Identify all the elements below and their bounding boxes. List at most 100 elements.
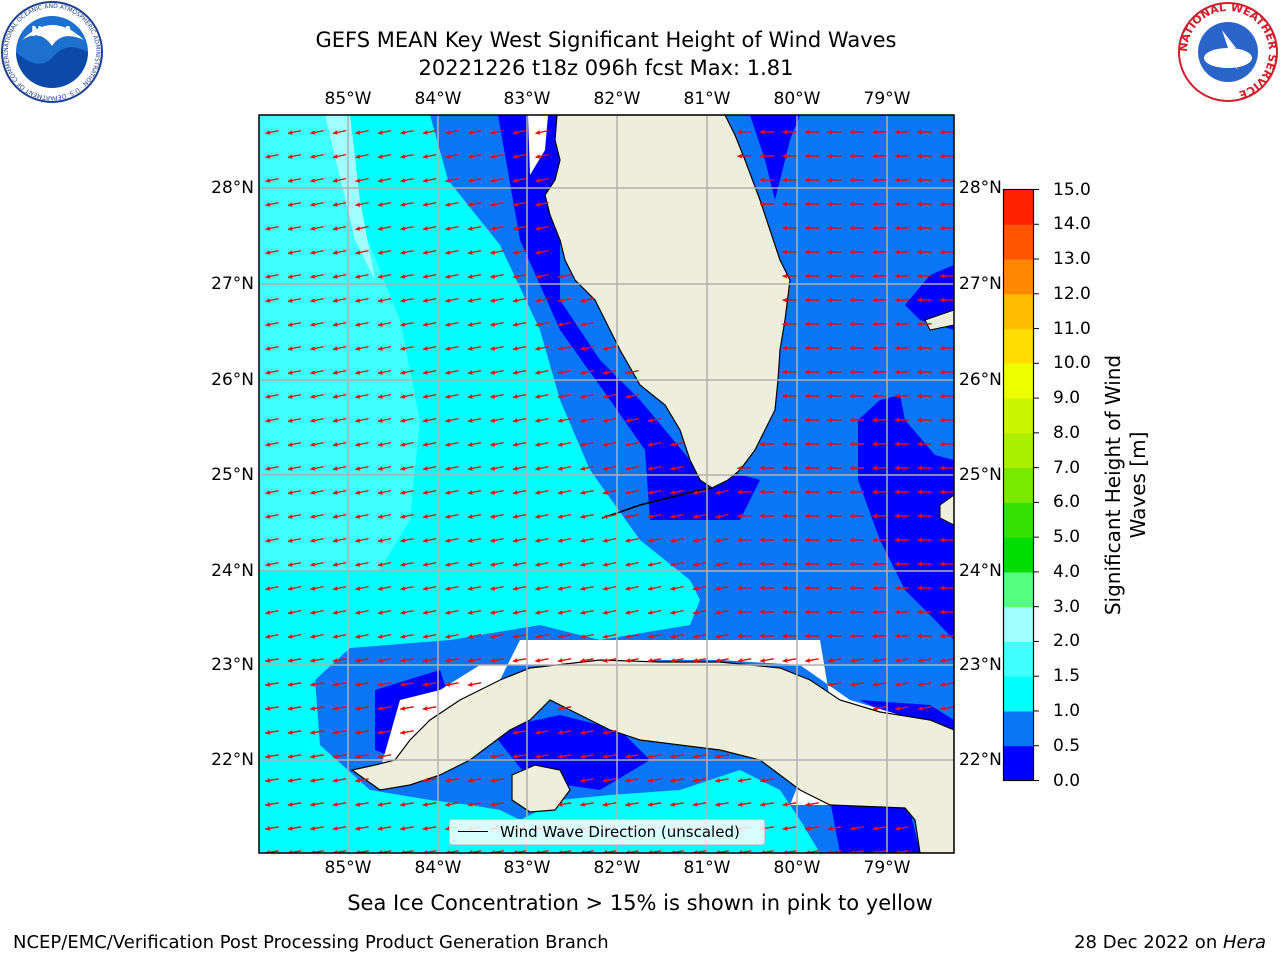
wind-arrow-head (805, 537, 810, 543)
wind-arrow-head (512, 586, 518, 591)
wind-arrow-head (895, 633, 900, 639)
wind-arrow-head (580, 610, 586, 615)
wind-arrow-head (760, 658, 766, 663)
wind-arrow-head (602, 490, 608, 495)
wind-arrow-head (917, 585, 922, 591)
wind-arrow-head (535, 634, 541, 639)
wind-arrow-head (715, 538, 721, 543)
wind-arrow-head (917, 153, 922, 159)
wind-arrow-head (940, 441, 945, 447)
wind-arrow-head (895, 706, 901, 711)
wind-arrow-head (737, 561, 742, 567)
wind-arrow-head (715, 634, 721, 639)
wind-arrow-head (355, 658, 361, 663)
wind-arrow-head (827, 129, 832, 135)
wind-arrow-head (782, 249, 787, 255)
wind-arrow-head (602, 466, 608, 471)
wind-arrow-head (355, 778, 361, 783)
wind-arrow-head (670, 778, 676, 783)
wind-arrow-head (535, 178, 541, 183)
wind-arrow-head (872, 417, 877, 423)
wind-arrow-head (872, 345, 877, 351)
wind-arrow-head (670, 658, 676, 663)
wind-arrow-head (355, 442, 361, 447)
wind-arrow-head (557, 754, 563, 759)
wind-arrow-head (782, 297, 787, 303)
wind-arrow-head (760, 778, 766, 783)
wind-arrow-head (512, 730, 518, 735)
wind-arrow-head (467, 274, 473, 279)
wind-arrow-head (422, 322, 428, 327)
wind-arrow-head (670, 514, 676, 519)
lat-label-right: 26°N (959, 370, 1002, 390)
wind-arrow-head (400, 610, 406, 615)
wind-arrow-head (310, 274, 316, 279)
wind-arrow-head (827, 201, 832, 207)
wind-arrow-head (265, 418, 271, 423)
coast-florida-keys (601, 487, 713, 519)
wind-arrow-head (872, 633, 877, 639)
wind-arrow-head (805, 345, 810, 351)
wind-arrow-head (535, 754, 541, 759)
wind-arrow-head (602, 370, 608, 375)
wind-arrow-head (805, 561, 810, 567)
wind-arrow-head (332, 154, 338, 159)
wind-arrow-head (490, 586, 496, 591)
colorbar-band (1003, 467, 1034, 503)
footer-host: Hera (1222, 932, 1266, 953)
wind-arrow-head (422, 538, 428, 543)
wind-arrow-head (625, 562, 631, 567)
wind-arrow-head (580, 466, 586, 471)
wind-arrow-head (782, 465, 787, 471)
wind-arrow-head (827, 273, 832, 279)
wind-arrow-head (287, 202, 293, 207)
wind-arrow-head (827, 585, 832, 591)
wind-arrow-head (377, 586, 383, 591)
wind-arrow-head (827, 417, 832, 423)
wind-arrow-head (895, 177, 900, 183)
wind-arrow-head (872, 153, 877, 159)
wind-arrow-head (715, 490, 721, 495)
colorbar-band (1003, 641, 1034, 677)
colorbar-band (1003, 606, 1034, 642)
legend-label: Wind Wave Direction (unscaled) (500, 823, 740, 841)
wind-arrow-head (445, 778, 451, 783)
wind-arrow-head (940, 609, 945, 615)
wind-arrows (265, 129, 954, 853)
wind-arrow-head (265, 538, 271, 543)
wind-arrow-head (512, 634, 518, 639)
wind-arrow-head (535, 586, 541, 591)
wind-arrow-head (445, 178, 451, 183)
wind-arrow-head (580, 346, 586, 351)
wind-arrow-head (805, 417, 810, 423)
wind-arrow-head (602, 634, 608, 639)
lat-label-left: 26°N (211, 370, 254, 390)
wind-arrow-head (265, 610, 271, 615)
wind-arrow-head (377, 562, 383, 567)
wind-arrow-head (895, 393, 900, 399)
wind-arrow-head (647, 778, 653, 783)
wind-arrow-head (940, 682, 946, 687)
wind-arrow-head (557, 538, 563, 543)
wind-arrow-head (287, 250, 293, 255)
wind-arrow-head (535, 490, 541, 495)
wind-arrow-head (535, 394, 541, 399)
wind-arrow-head (647, 418, 653, 423)
wind-arrow-head (467, 586, 473, 591)
wind-arrow-head (377, 658, 383, 663)
wind-arrow-head (850, 609, 855, 615)
wind-arrow-head (692, 514, 698, 519)
wind-arrow-head (827, 441, 832, 447)
wind-arrow-head (557, 490, 563, 495)
wind-arrow-head (827, 177, 832, 183)
wind-arrow-head (805, 585, 810, 591)
wind-arrow-head (445, 514, 451, 519)
lon-label-top: 85°W (324, 89, 372, 109)
wind-arrow-head (625, 610, 631, 615)
wind-arrow-head (512, 370, 518, 375)
wind-arrow-head (512, 658, 518, 663)
map-legend: Wind Wave Direction (unscaled) (449, 819, 765, 845)
wind-arrow-head (872, 201, 877, 207)
wind-arrow-head (287, 538, 293, 543)
wind-arrow-head (377, 610, 383, 615)
